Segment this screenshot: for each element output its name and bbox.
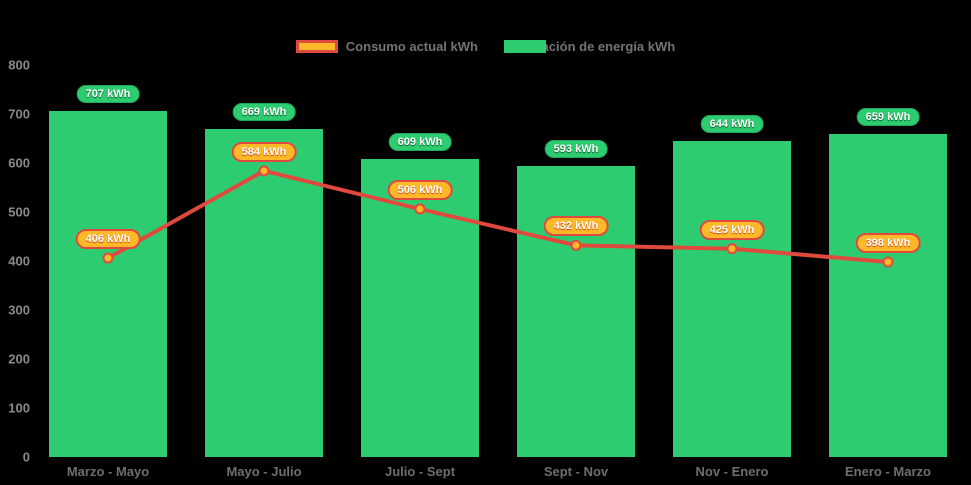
legend-item-generacion[interactable]: Generación de energía kWh — [503, 39, 676, 54]
x-tick-label: Mayo - Julio — [226, 464, 302, 479]
y-tick-label: 600 — [8, 155, 30, 171]
generation-data-label: 593 kWh — [544, 140, 608, 159]
y-tick-label: 0 — [22, 449, 30, 465]
y-tick-label: 100 — [8, 400, 30, 416]
consumption-point[interactable] — [258, 165, 270, 177]
generation-data-label: 659 kWh — [856, 108, 920, 127]
y-tick-label: 800 — [8, 57, 30, 73]
consumption-data-label: 398 kWh — [855, 232, 921, 253]
legend-item-consumo[interactable]: Consumo actual kWh — [295, 39, 478, 54]
consumption-data-label: 506 kWh — [387, 180, 453, 201]
x-tick-label: Nov - Enero — [695, 464, 769, 479]
generation-data-label: 707 kWh — [76, 84, 140, 103]
y-tick-label: 300 — [8, 302, 30, 318]
legend-label: Generación de energía kWh — [503, 39, 676, 54]
generation-bar[interactable] — [673, 141, 791, 457]
generation-bar[interactable] — [49, 110, 167, 457]
consumption-point[interactable] — [414, 203, 426, 215]
generation-data-label: 609 kWh — [388, 132, 452, 151]
chart-legend: Consumo actual kWh Generación de energía … — [0, 39, 971, 54]
generation-data-label: 644 kWh — [700, 115, 764, 134]
consumption-line — [106, 168, 890, 264]
generation-bar[interactable] — [205, 129, 323, 457]
consumption-data-label: 432 kWh — [543, 216, 609, 237]
y-tick-label: 700 — [8, 106, 30, 122]
x-tick-label: Sept - Nov — [543, 464, 609, 479]
generation-data-label: 669 kWh — [232, 103, 296, 122]
y-tick-label: 400 — [8, 253, 30, 269]
consumption-data-label: 584 kWh — [231, 141, 297, 162]
consumption-point[interactable] — [102, 252, 114, 264]
consumption-data-label: 425 kWh — [699, 219, 765, 240]
legend-label: Consumo actual kWh — [345, 39, 478, 54]
generation-bar[interactable] — [829, 134, 947, 457]
consumption-point[interactable] — [570, 239, 582, 251]
x-tick-label: Julio - Sept — [384, 464, 456, 479]
bar-swatch-icon — [503, 40, 546, 53]
generation-bar[interactable] — [517, 166, 635, 457]
consumption-point[interactable] — [726, 243, 738, 255]
y-tick-label: 500 — [8, 204, 30, 220]
consumption-data-label: 406 kWh — [75, 229, 141, 250]
consumption-point[interactable] — [882, 256, 894, 268]
x-tick-label: Marzo - Mayo — [66, 464, 150, 479]
x-tick-label: Enero - Marzo — [845, 464, 931, 479]
line-swatch-icon — [295, 40, 338, 53]
y-tick-label: 200 — [8, 351, 30, 367]
